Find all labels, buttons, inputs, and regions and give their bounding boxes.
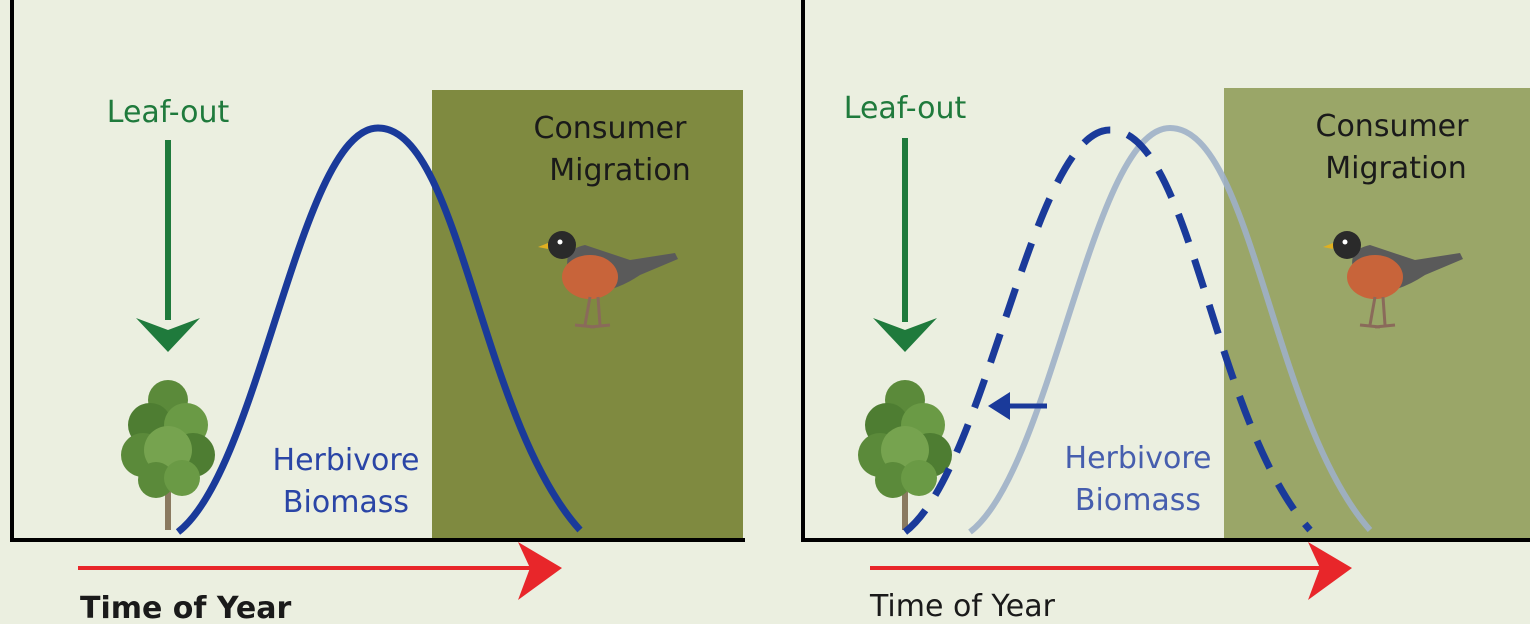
consumer-label: Consumer xyxy=(534,111,688,146)
migration-label: Migration xyxy=(1325,151,1466,186)
leaf-out-arrowhead xyxy=(136,318,200,352)
herbivore-label: Herbivore xyxy=(273,443,420,478)
shift-arrowhead xyxy=(988,392,1010,420)
biomass-label: Biomass xyxy=(283,485,409,520)
diagram: Leaf-out Consumer Migration Herbivore Bi… xyxy=(0,0,1530,624)
tree xyxy=(858,380,952,530)
leaf-out-label: Leaf-out xyxy=(107,95,230,130)
consumer-label: Consumer xyxy=(1316,109,1470,144)
panel-left: Leaf-out Consumer Migration Herbivore Bi… xyxy=(10,0,745,624)
leaf-out-arrowhead xyxy=(873,318,937,352)
biomass-label: Biomass xyxy=(1075,483,1201,518)
herbivore-label: Herbivore xyxy=(1065,441,1212,476)
time-label: Time of Year xyxy=(869,589,1056,624)
time-label: Time of Year xyxy=(80,591,291,624)
time-arrowhead xyxy=(1308,542,1352,600)
time-arrowhead xyxy=(518,542,562,600)
migration-label: Migration xyxy=(549,153,690,188)
leaf-out-label: Leaf-out xyxy=(844,91,967,126)
panel-right: Leaf-out Consumer Migration Herbivore Bi… xyxy=(801,0,1530,624)
